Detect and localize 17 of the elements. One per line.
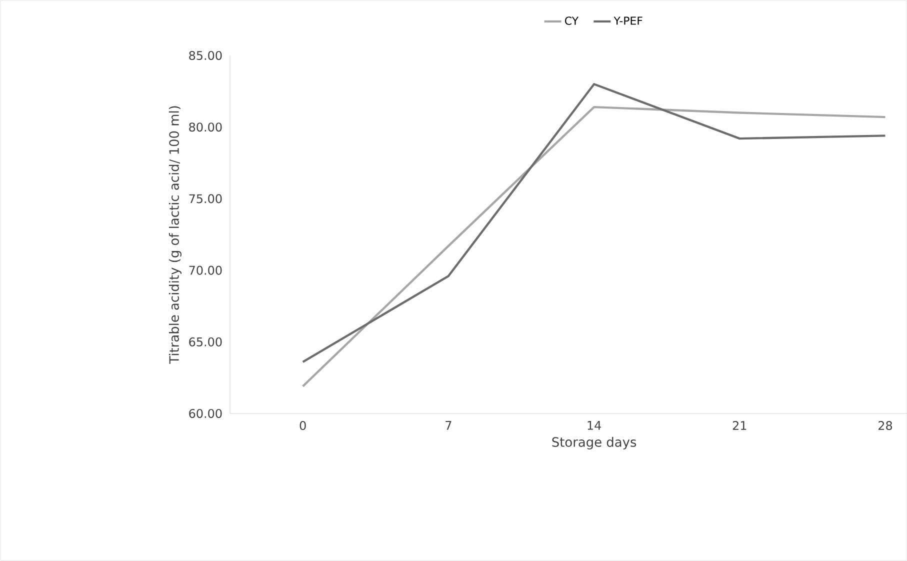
y-tick-label: 60.00 (189, 408, 222, 418)
x-tick-label: 7 (446, 421, 452, 430)
x-tick-label: 0 (300, 421, 306, 430)
legend-label: Y-PEF (614, 16, 642, 25)
line-series (302, 106, 886, 388)
legend-label: CY (565, 16, 579, 25)
y-tick-label: 85.00 (189, 50, 222, 60)
x-tick-label: 21 (732, 421, 746, 430)
x-axis-title: Storage days (552, 436, 636, 450)
y-tick-label: 65.00 (189, 337, 222, 346)
x-tick-label: 28 (878, 421, 892, 430)
y-tick-label: 70.00 (189, 266, 222, 275)
line-series (302, 83, 886, 364)
x-tick-label: 14 (588, 421, 601, 430)
y-tick-label: 75.00 (189, 194, 222, 204)
y-tick-label: 80.00 (189, 122, 222, 132)
y-axis-title: Titrable acidity (g of lactic acid/ 100 ml) (168, 106, 182, 364)
